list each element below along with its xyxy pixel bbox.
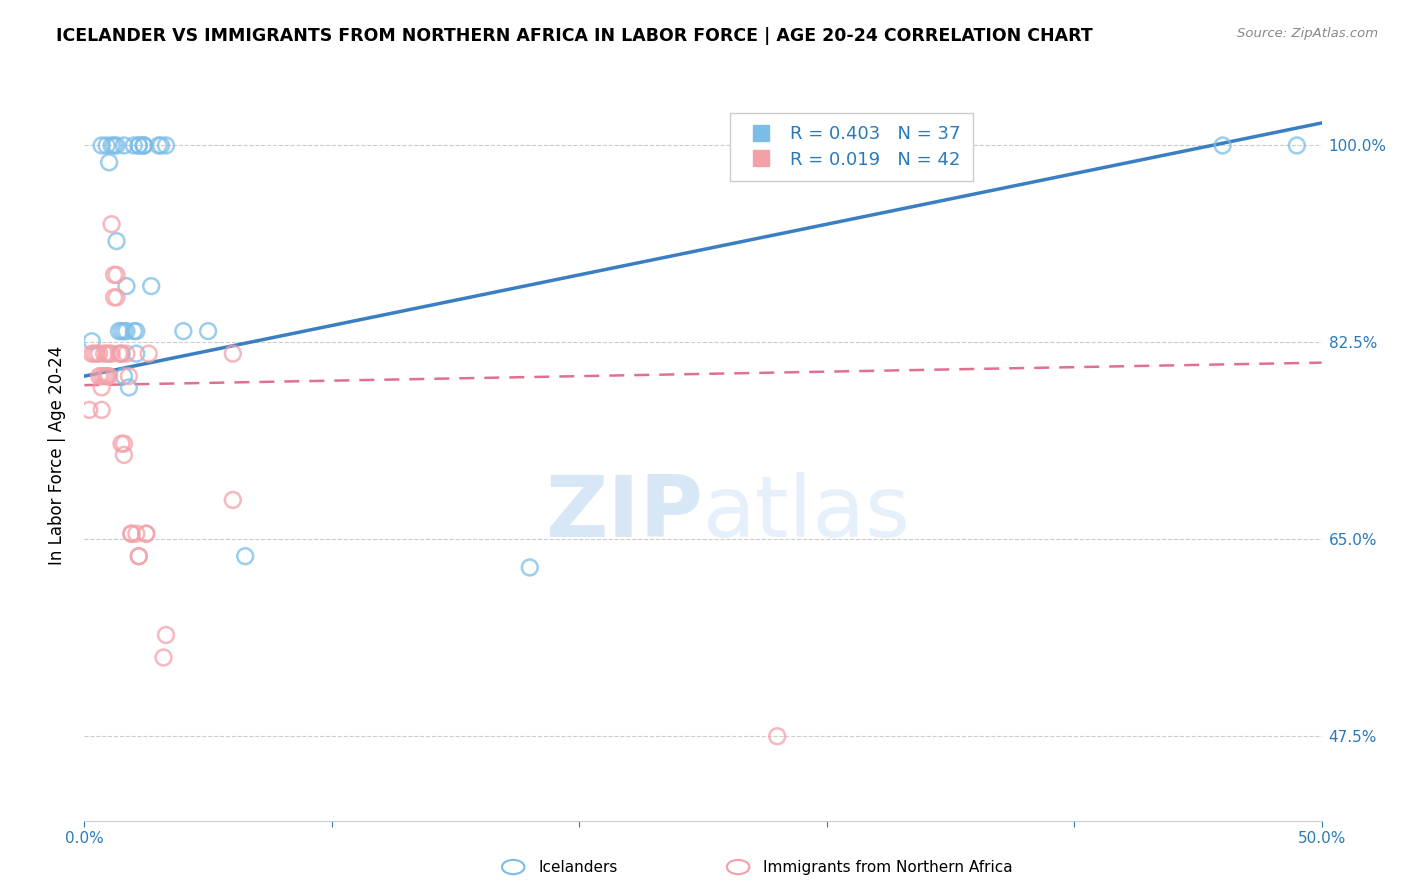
Point: [135, 526, 157, 541]
Text: ICELANDER VS IMMIGRANTS FROM NORTHERN AFRICA IN LABOR FORCE | AGE 20-24 CORRELAT: ICELANDER VS IMMIGRANTS FROM NORTHERN AF…: [56, 27, 1092, 45]
Point: [519, 560, 541, 574]
Point: [83, 346, 105, 360]
Point: [112, 324, 135, 338]
Point: [86, 346, 108, 360]
Point: [155, 628, 177, 642]
Point: [125, 346, 148, 360]
Point: [93, 346, 115, 360]
Point: [100, 138, 122, 153]
Point: [89, 346, 111, 360]
Point: [98, 155, 121, 169]
Point: [172, 324, 194, 338]
Point: [103, 268, 125, 282]
Point: [128, 549, 150, 564]
Point: [132, 138, 155, 153]
Point: [108, 324, 131, 338]
Point: [125, 526, 148, 541]
Point: [766, 729, 789, 743]
Point: [125, 324, 148, 338]
Legend: R = 0.403   N = 37, R = 0.019   N = 42: R = 0.403 N = 37, R = 0.019 N = 42: [730, 113, 973, 181]
Point: [890, 138, 912, 153]
Text: Source: ZipAtlas.com: Source: ZipAtlas.com: [1237, 27, 1378, 40]
Point: [96, 369, 118, 384]
Point: [122, 138, 145, 153]
Point: [120, 526, 142, 541]
Point: [80, 334, 103, 349]
Point: [141, 279, 163, 293]
Point: [148, 138, 170, 153]
Point: [112, 448, 135, 462]
Point: [90, 403, 112, 417]
Point: [152, 650, 174, 665]
Point: [90, 380, 112, 394]
Point: [103, 290, 125, 304]
Point: [103, 138, 125, 153]
Point: [80, 346, 103, 360]
Point: [90, 369, 112, 384]
Point: [96, 138, 118, 153]
Point: [222, 346, 245, 360]
Point: [115, 346, 138, 360]
Point: [98, 346, 121, 360]
Point: [115, 324, 138, 338]
Point: [110, 346, 132, 360]
Point: [118, 380, 141, 394]
Text: atlas: atlas: [703, 472, 911, 555]
Point: [135, 526, 157, 541]
Point: [105, 268, 128, 282]
Point: [93, 369, 115, 384]
Point: [115, 279, 138, 293]
Point: [132, 138, 155, 153]
Point: [90, 138, 112, 153]
Point: [100, 346, 122, 360]
Point: [1212, 138, 1234, 153]
Point: [100, 217, 122, 231]
Point: [128, 549, 150, 564]
Point: [108, 346, 131, 360]
Point: [112, 436, 135, 450]
Y-axis label: In Labor Force | Age 20-24: In Labor Force | Age 20-24: [48, 345, 66, 565]
Point: [120, 526, 142, 541]
Point: [110, 436, 132, 450]
Point: [1285, 138, 1308, 153]
Point: [155, 138, 177, 153]
Point: [105, 290, 128, 304]
Point: [112, 138, 135, 153]
Point: [110, 346, 132, 360]
Point: [110, 324, 132, 338]
Point: [138, 346, 160, 360]
Point: [96, 369, 118, 384]
Point: [105, 234, 128, 248]
Point: [122, 324, 145, 338]
Point: [112, 369, 135, 384]
Point: [132, 138, 155, 153]
Point: [89, 369, 111, 384]
Point: [222, 492, 245, 507]
Point: [150, 138, 173, 153]
Point: [105, 138, 128, 153]
Text: ZIP: ZIP: [546, 472, 703, 555]
Point: [197, 324, 219, 338]
Point: [98, 369, 121, 384]
Point: [96, 346, 118, 360]
Point: [128, 138, 150, 153]
Text: Icelanders: Icelanders: [538, 860, 617, 874]
Point: [79, 403, 101, 417]
Point: [233, 549, 256, 564]
Text: Immigrants from Northern Africa: Immigrants from Northern Africa: [763, 860, 1014, 874]
Point: [128, 138, 150, 153]
Point: [118, 369, 141, 384]
